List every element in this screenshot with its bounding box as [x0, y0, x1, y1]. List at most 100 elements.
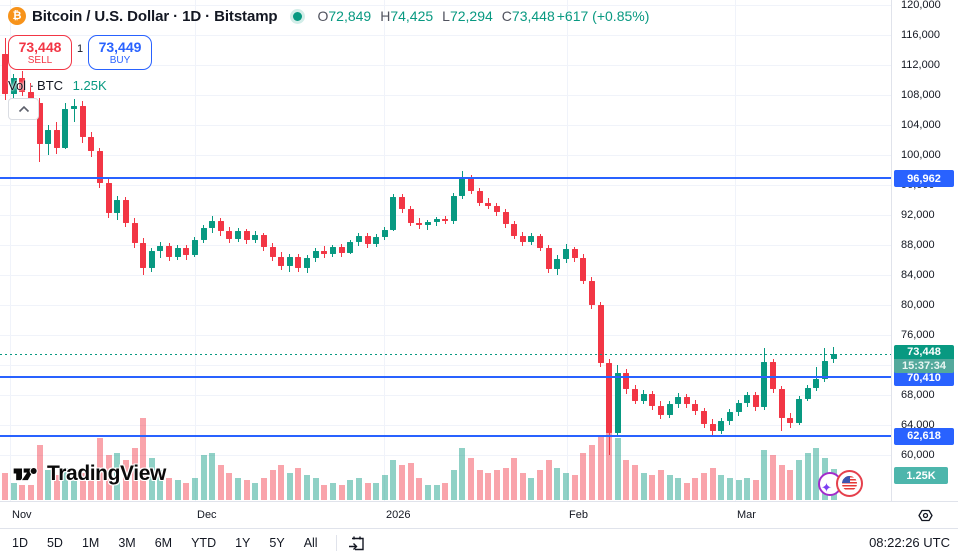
candle-body	[502, 212, 509, 225]
volume-bar	[571, 475, 578, 500]
candle-body	[140, 243, 147, 268]
candle-body	[813, 378, 820, 388]
candle-body	[416, 222, 423, 226]
candle-body	[243, 231, 250, 240]
range-button-all[interactable]: All	[303, 536, 318, 550]
volume-bar	[519, 472, 526, 500]
candle-body	[821, 360, 828, 379]
support-resistance-line[interactable]	[0, 177, 891, 179]
v-gridline	[735, 0, 736, 501]
volume-bar	[364, 482, 371, 500]
volume-bar	[580, 452, 587, 500]
vol-unit: BTC	[37, 78, 64, 93]
support-resistance-line[interactable]	[0, 376, 891, 379]
sell-button[interactable]: 73,448 SELL	[8, 35, 72, 70]
candle-body	[537, 236, 544, 249]
range-button-1m[interactable]: 1M	[81, 536, 100, 550]
candle-body	[752, 394, 759, 408]
candle-body	[96, 150, 103, 184]
change-value: +617 (+0.85%)	[556, 8, 650, 24]
volume-bar	[191, 477, 198, 500]
chart-settings-gear-icon[interactable]	[917, 507, 934, 529]
volume-bar	[114, 452, 121, 500]
volume-bar	[45, 470, 52, 500]
volume-bar	[390, 460, 397, 500]
volume-bar	[476, 470, 483, 500]
ohlc-c: C73,448	[501, 8, 555, 24]
range-button-6m[interactable]: 6M	[154, 536, 173, 550]
toolbar-divider	[335, 535, 337, 551]
h-gridline	[0, 5, 891, 7]
candle-body	[166, 246, 172, 257]
time-tick: 2026	[386, 509, 411, 521]
volume-bar	[726, 477, 733, 500]
candle-body	[770, 361, 777, 389]
spread-value: 1	[76, 43, 84, 55]
volume-indicator-row[interactable]: Vol · BTC 1.25K	[8, 78, 107, 93]
market-status-icon[interactable]	[289, 8, 305, 24]
buy-button[interactable]: 73,449 BUY	[88, 35, 152, 70]
range-button-3m[interactable]: 3M	[118, 536, 136, 550]
volume-bar	[381, 475, 388, 500]
event-badge[interactable]: ✦	[818, 470, 864, 497]
volume-bar	[355, 477, 362, 500]
volume-bar	[286, 472, 293, 500]
candle-body	[19, 78, 26, 92]
volume-bar	[770, 455, 777, 500]
range-button-5d[interactable]: 5D	[46, 536, 63, 550]
price-tick: 100,000	[901, 149, 941, 162]
volume-bar	[735, 480, 742, 500]
range-button-1y[interactable]: 1Y	[235, 536, 251, 550]
candle-body	[399, 197, 405, 210]
candle-body	[511, 224, 518, 237]
last-price-value: 73,448	[894, 345, 954, 360]
candle-body	[493, 205, 500, 213]
volume-bar	[787, 470, 794, 500]
range-button-5y[interactable]: 5Y	[269, 536, 285, 550]
support-resistance-line[interactable]	[0, 434, 891, 437]
volume-bar	[701, 472, 707, 500]
volume-bar	[537, 470, 544, 500]
clock-utc[interactable]: 08:22:26 UTC	[869, 535, 950, 550]
candle-body	[476, 190, 483, 204]
h-gridline	[0, 365, 891, 367]
candle-body	[373, 237, 380, 244]
candle-body	[278, 257, 285, 266]
candle-body	[338, 246, 345, 253]
volume-bar	[2, 472, 8, 500]
candle-wick	[487, 198, 489, 209]
candle-body	[329, 246, 336, 255]
symbol-title[interactable]: Bitcoin / U.S. Dollar · 1D · Bitstamp	[32, 7, 278, 25]
volume-bar	[304, 475, 311, 500]
h-gridline	[0, 245, 891, 247]
ohlc-h: H74,425	[380, 8, 434, 24]
price-tick: 76,000	[901, 329, 935, 342]
price-tick: 104,000	[901, 119, 941, 132]
candle-body	[709, 423, 716, 432]
candle-body	[105, 183, 112, 213]
vol-label: Vol	[8, 78, 27, 93]
candle-body	[191, 240, 198, 255]
chart-pane[interactable]: TradingView ✦ ₿ Bitcoin / U.S. Dollar · …	[0, 0, 891, 501]
candle-body	[88, 137, 95, 151]
volume-bar	[217, 465, 224, 500]
candle-body	[692, 404, 699, 412]
candle-body	[286, 257, 293, 266]
price-tick: 116,000	[901, 29, 940, 42]
volume-bar	[511, 457, 518, 500]
candle-body	[588, 280, 595, 305]
range-button-ytd[interactable]: YTD	[191, 536, 217, 550]
range-buttons: 1D 5D 1M 3M 6M YTD 1Y 5Y All	[0, 533, 326, 553]
tradingview-watermark[interactable]: TradingView	[12, 461, 166, 486]
goto-date-button[interactable]	[347, 534, 366, 553]
volume-bar	[88, 470, 95, 500]
range-button-1d[interactable]: 1D	[12, 536, 28, 550]
candle-body	[355, 235, 362, 243]
price-axis[interactable]: 120,000 116,000 112,000 108,000 104,000 100,0…	[891, 0, 958, 501]
collapse-pane-button[interactable]	[8, 98, 39, 120]
volume-bar	[71, 477, 77, 500]
candle-body	[580, 258, 587, 281]
volume-bar	[416, 477, 423, 500]
time-axis[interactable]: Nov Dec 2026 Feb Mar	[0, 501, 958, 529]
volume-bar	[53, 475, 60, 500]
